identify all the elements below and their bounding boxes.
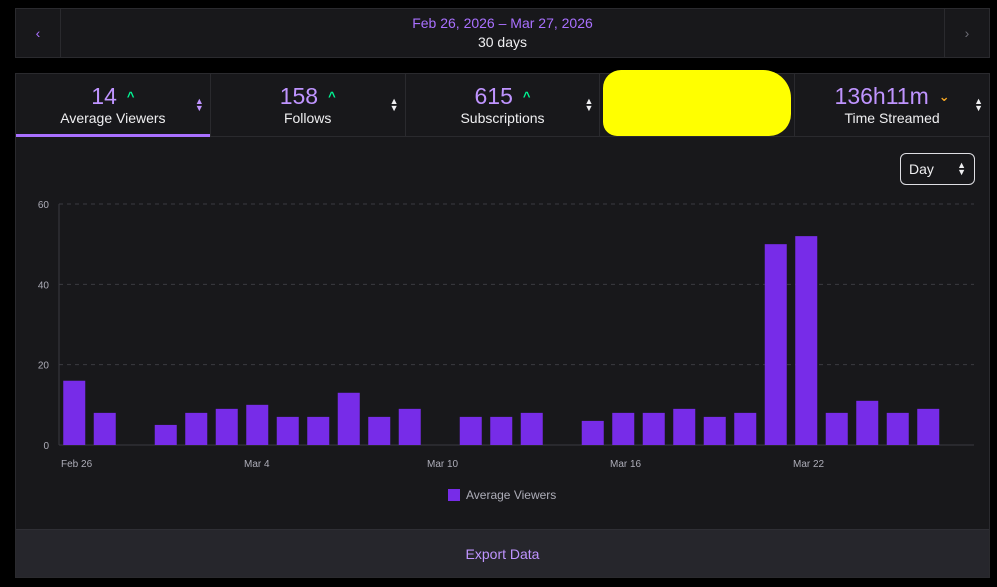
analytics-panel: 14 ^ Average Viewers ▲ ▼ 158 ^ Follows ▲ ▼… xyxy=(15,70,990,578)
metric-label: Time Streamed xyxy=(844,110,940,126)
bar[interactable] xyxy=(886,412,909,445)
bar[interactable] xyxy=(734,412,757,445)
bar[interactable] xyxy=(825,412,848,445)
metric-tabs: 14 ^ Average Viewers ▲ ▼ 158 ^ Follows ▲ ▼… xyxy=(16,70,989,137)
metric-label: Average Viewers xyxy=(60,110,166,126)
metric-label: Follows xyxy=(283,110,332,126)
y-tick-label: 60 xyxy=(38,200,50,211)
redaction-overlay xyxy=(603,70,792,136)
bar[interactable] xyxy=(276,416,299,445)
bar[interactable] xyxy=(63,380,86,445)
y-tick-label: 20 xyxy=(38,361,50,372)
trend-down-icon: ⌄ xyxy=(938,88,950,104)
y-tick-label: 0 xyxy=(43,441,49,452)
bar[interactable] xyxy=(917,408,940,445)
metric-value: 136h11m xyxy=(834,83,929,109)
sort-icon[interactable]: ▲ ▼ xyxy=(389,96,399,113)
sort-icon[interactable]: ▲ ▼ xyxy=(584,96,594,113)
metric-tab-average-viewers[interactable]: 14 ^ Average Viewers ▲ ▼ xyxy=(16,74,211,137)
next-period-button[interactable]: › xyxy=(944,9,989,57)
bar[interactable] xyxy=(307,416,330,445)
metric-value: 14 xyxy=(91,83,117,109)
bar[interactable] xyxy=(764,244,787,445)
bar[interactable] xyxy=(795,236,818,445)
metric-label: Subscriptions xyxy=(460,110,545,126)
granularity-select[interactable]: Day ▲ ▼ xyxy=(900,153,975,185)
bar[interactable] xyxy=(673,408,696,445)
chevron-right-icon: › xyxy=(964,25,970,41)
bar[interactable] xyxy=(642,412,665,445)
average-viewers-chart: 0 20 40 60 Feb 26 Mar 4 Mar 10 Mar 16 Mar 22 xyxy=(38,200,974,470)
export-data-button[interactable]: Export Data xyxy=(16,529,989,577)
granularity-value: Day xyxy=(909,161,934,177)
date-range-display: Feb 26, 2026 – Mar 27, 2026 30 days xyxy=(61,9,944,57)
date-range-bar: ‹ Feb 26, 2026 – Mar 27, 2026 30 days › xyxy=(15,8,990,58)
bar[interactable] xyxy=(490,416,513,445)
bar[interactable] xyxy=(368,416,391,445)
previous-period-button[interactable]: ‹ xyxy=(16,9,61,57)
bar[interactable] xyxy=(612,412,635,445)
bar[interactable] xyxy=(520,412,543,445)
trend-up-icon: ^ xyxy=(126,88,135,104)
x-tick-label: Mar 16 xyxy=(610,459,642,470)
metric-tab-time-streamed[interactable]: 136h11m ⌄ Time Streamed ▲ ▼ xyxy=(795,74,989,136)
export-data-label: Export Data xyxy=(465,545,540,562)
date-range-days: 30 days xyxy=(477,34,528,50)
bar[interactable] xyxy=(93,412,116,445)
bar[interactable] xyxy=(856,400,879,445)
metric-tab-follows[interactable]: 158 ^ Follows ▲ ▼ xyxy=(211,74,406,136)
bar[interactable] xyxy=(154,424,177,445)
metric-value: 615 xyxy=(474,83,513,109)
sort-icon[interactable]: ▲ ▼ xyxy=(974,96,983,113)
legend-label: Average Viewers xyxy=(466,488,557,502)
legend-swatch xyxy=(448,489,460,501)
x-tick-label: Mar 10 xyxy=(427,459,459,470)
chevron-left-icon: ‹ xyxy=(35,25,41,41)
bar[interactable] xyxy=(581,420,604,445)
x-tick-label: Mar 22 xyxy=(793,459,825,470)
bar[interactable] xyxy=(185,412,208,445)
metric-tab-redacted[interactable] xyxy=(600,70,796,136)
bar[interactable] xyxy=(703,416,726,445)
bar[interactable] xyxy=(246,404,269,445)
date-range-label[interactable]: Feb 26, 2026 – Mar 27, 2026 xyxy=(412,15,593,31)
x-tick-label: Feb 26 xyxy=(61,459,93,470)
sort-icon[interactable]: ▲ ▼ xyxy=(194,96,204,113)
bar[interactable] xyxy=(398,408,421,445)
chart-legend[interactable]: Average Viewers xyxy=(448,488,556,502)
trend-up-icon: ^ xyxy=(522,88,531,104)
bar[interactable] xyxy=(459,416,482,445)
trend-up-icon: ^ xyxy=(328,88,336,104)
select-arrows-icon: ▲ ▼ xyxy=(957,160,966,177)
metric-tab-subscriptions[interactable]: 615 ^ Subscriptions ▲ ▼ xyxy=(406,74,601,136)
bar[interactable] xyxy=(337,392,360,445)
metric-value: 158 xyxy=(279,83,319,109)
bar[interactable] xyxy=(215,408,238,445)
y-tick-label: 40 xyxy=(38,280,50,291)
x-tick-label: Mar 4 xyxy=(244,459,270,470)
